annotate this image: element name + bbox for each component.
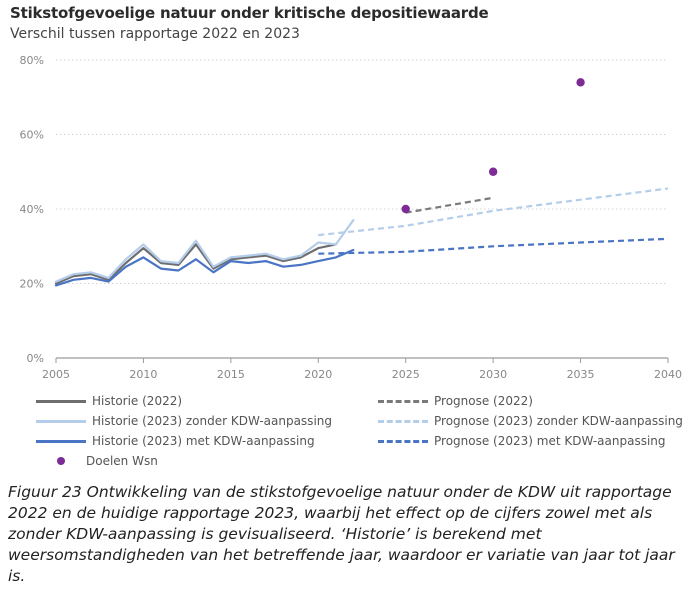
chart-subtitle: Verschil tussen rapportage 2022 en 2023 [10,26,300,42]
x-tick-label: 2040 [654,368,682,381]
legend-label: Prognose (2022) [434,394,533,408]
legend-swatch [36,399,86,403]
line-chart: 0%20%40%60%80% 2005 2010 2015 2020 2025 2030 2… [20,54,682,381]
y-tick-label: 80% [20,54,44,67]
x-axis-ticks: 2005 2010 2015 2020 2025 2030 2035 2040 [42,358,682,381]
legend-swatch [378,439,428,443]
legend: Historie (2022) Prognose (2022) Historie (… [0,394,700,476]
legend-item-prognose-2023-met-kdw-aanpassing: Prognose (2023) met KDW-aanpassing [378,434,666,448]
x-tick-label: 2005 [42,368,70,381]
legend-item-prognose-2023-zonder-kdw-aanpassing: Prognose (2023) zonder KDW-aanpassing [378,414,683,428]
legend-swatch [36,419,86,423]
figure-caption: Figuur 23 Ontwikkeling van de stikstofge… [8,483,675,585]
series-line-historie-2023-met-kdw-aanpassing [54,248,355,287]
series-line-prognose-2023-zonder-kdw-aanpassing [318,187,669,237]
target-point-2030 [488,167,498,176]
legend-label: Doelen Wsn [86,454,158,468]
legend-item-historie-2022: Historie (2022) [36,394,182,408]
legend-item-historie-2023-zonder-kdw-aanpassing: Historie (2023) zonder KDW-aanpassing [36,414,332,428]
legend-label: Prognose (2023) zonder KDW-aanpassing [434,414,683,428]
series-group [54,187,669,287]
gridlines [56,59,668,359]
y-tick-label: 60% [20,129,44,142]
x-tick-label: 2015 [217,368,245,381]
x-tick-label: 2035 [567,368,595,381]
x-tick-label: 2025 [392,368,420,381]
legend-label: Historie (2022) [92,394,183,408]
x-tick-label: 2010 [129,368,157,381]
series-line-historie-2022 [54,243,337,285]
series-line-prognose-2022 [405,196,494,214]
legend-swatch [378,419,428,423]
series-line-historie-2023-zonder-kdw-aanpassing [54,219,355,283]
chart-title: Stikstofgevoelige natuur onder kritische… [10,4,489,22]
y-tick-label: 40% [20,203,44,216]
legend-item-historie-2023-met-kdw-aanpassing: Historie (2023) met KDW-aanpassing [36,434,315,448]
series-line-prognose-2023-met-kdw-aanpassing [318,237,669,255]
target-point-2035 [576,78,585,87]
legend-swatch [57,457,65,465]
y-axis-ticks: 0% 20% 40% 60% 80% [20,54,44,365]
target-point-2025 [401,204,410,214]
target-points [401,78,585,214]
legend-item-prognose-2022: Prognose (2022) [378,394,533,408]
legend-swatch [36,439,86,443]
x-tick-label: 2030 [479,368,507,381]
y-tick-label: 20% [20,278,44,291]
y-tick-label: 0% [27,352,44,365]
legend-label: Historie (2023) met KDW-aanpassing [92,434,315,448]
x-tick-label: 2020 [304,368,332,381]
legend-item-doelen-wsn: Doelen Wsn [36,454,158,468]
legend-swatch [378,399,428,403]
legend-label: Prognose (2023) met KDW-aanpassing [434,434,666,448]
legend-label: Historie (2023) zonder KDW-aanpassing [92,414,332,428]
